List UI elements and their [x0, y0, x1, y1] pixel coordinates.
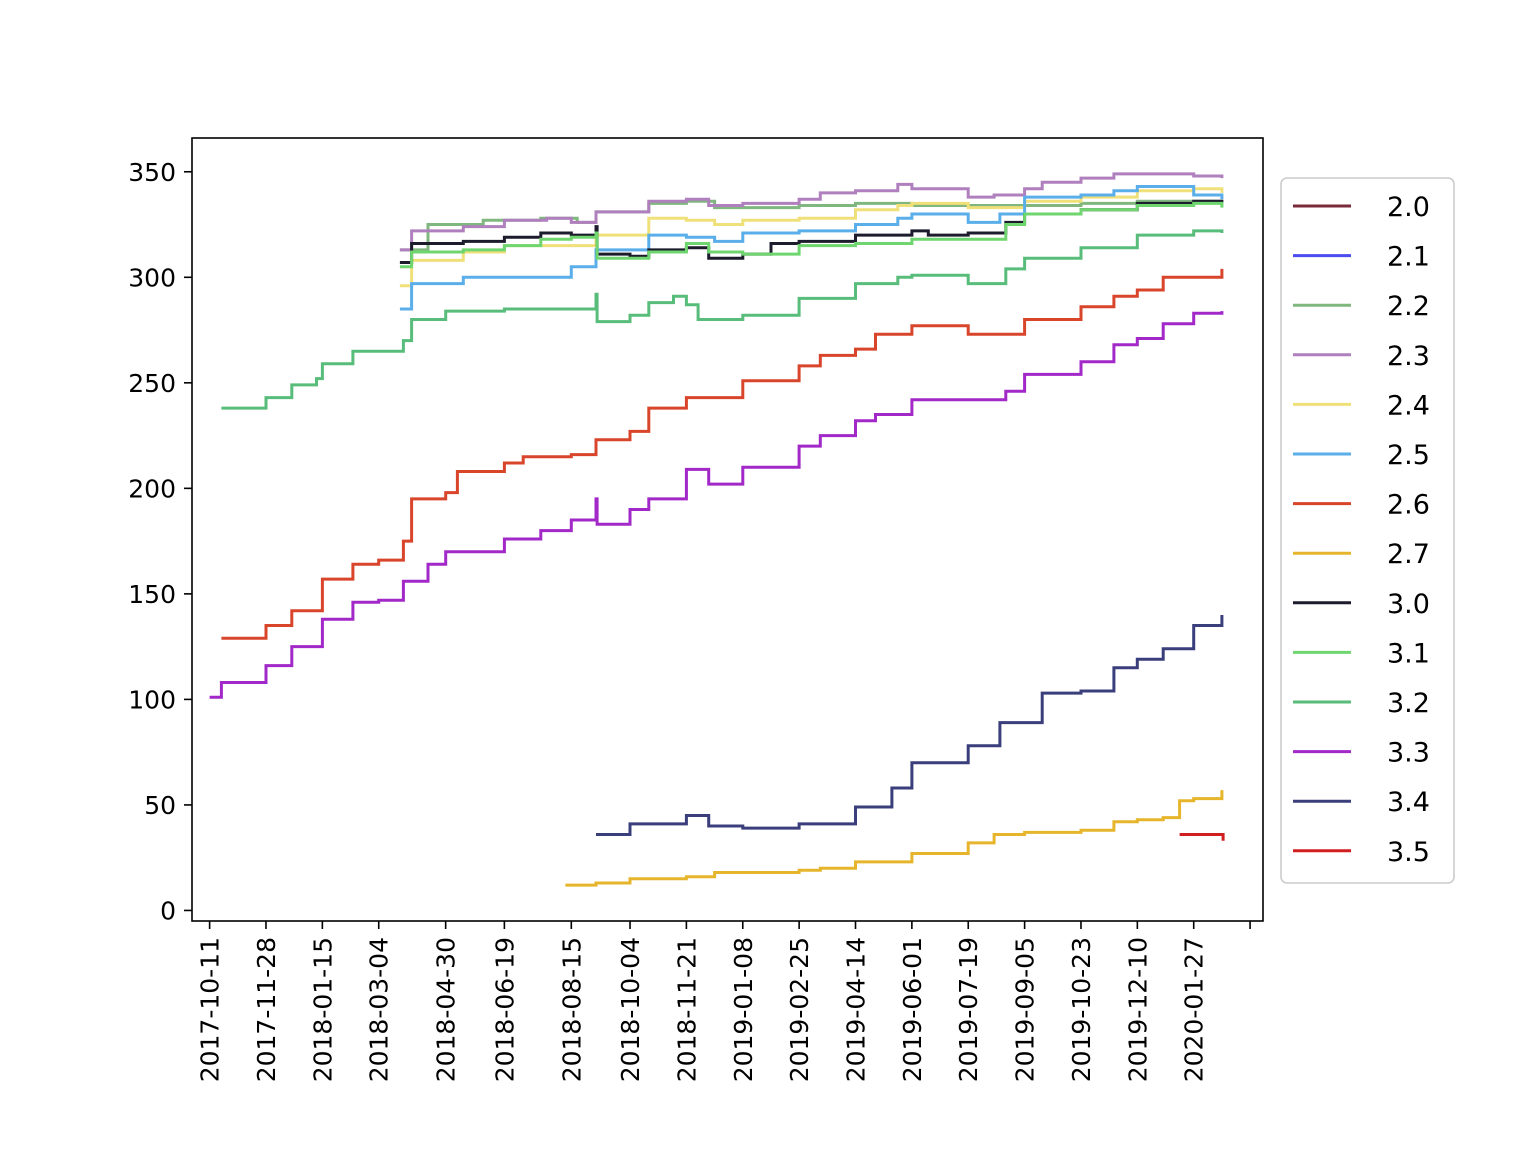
x-tick-label: 2018-04-30 [432, 937, 461, 1082]
legend-label: 2.0 [1387, 192, 1430, 223]
x-tick-label: 2019-04-14 [842, 937, 871, 1082]
plot-frame [191, 137, 1264, 922]
series-line-2-7 [565, 790, 1224, 887]
x-tick-label: 2019-01-08 [729, 937, 758, 1082]
legend-label: 2.4 [1387, 390, 1430, 421]
x-tick-label: 2018-10-04 [616, 937, 645, 1082]
x-tick-label: 2018-03-04 [365, 937, 394, 1082]
series-line-2-3 [399, 172, 1224, 252]
series-line-3-3 [209, 311, 1224, 699]
x-tick-label: 2019-09-05 [1011, 937, 1040, 1082]
series-line-3-1 [399, 201, 1224, 269]
legend-label: 3.2 [1387, 688, 1430, 719]
legend-label: 2.2 [1387, 291, 1430, 322]
y-tick-label: 250 [128, 369, 176, 398]
x-tick-label: 2018-08-15 [557, 937, 586, 1082]
series-line-3-5 [1179, 833, 1225, 841]
legend: 2.0 2.1 2.2 2.3 2.4 2.5 2.6 2.7 3.0 3.1 3.2 3.3 3.4 3… [1280, 177, 1455, 884]
x-tick-label: 2018-01-15 [308, 937, 337, 1082]
plot-area [209, 172, 1225, 887]
x-tick-label: 2020-01-27 [1180, 937, 1209, 1082]
legend-label: 3.3 [1387, 738, 1430, 769]
series-line-2-5 [399, 185, 1224, 311]
series-line-2-6 [221, 268, 1224, 640]
legend-label: 2.6 [1387, 490, 1430, 521]
x-tick-label: 2017-11-28 [252, 937, 281, 1082]
legend-label: 3.4 [1387, 787, 1430, 818]
y-tick-label: 0 [160, 896, 176, 925]
x-tick-label: 2019-06-01 [898, 937, 927, 1082]
x-tick-label: 2018-06-19 [490, 937, 519, 1082]
y-tick-label: 300 [128, 263, 176, 292]
y-tick-label: 200 [128, 474, 176, 503]
x-tick-label: 2017-10-11 [196, 937, 225, 1082]
legend-label: 2.5 [1387, 440, 1430, 471]
x-tick-label: 2019-12-10 [1123, 937, 1152, 1082]
legend-box [1280, 177, 1455, 884]
legend-label: 2.3 [1387, 341, 1430, 372]
x-tick-label: 2019-02-25 [785, 937, 814, 1082]
legend-label: 3.5 [1387, 837, 1430, 868]
y-tick-label: 350 [128, 158, 176, 187]
y-tick-label: 50 [144, 791, 176, 820]
series-line-3-2 [221, 229, 1224, 410]
x-tick-label: 2019-07-19 [954, 937, 983, 1082]
x-tick-label: 2018-11-21 [672, 937, 701, 1082]
y-tick-label: 100 [128, 685, 176, 714]
x-tick-label: 2019-10-23 [1067, 937, 1096, 1082]
series-line-3-4 [596, 615, 1224, 836]
legend-label: 3.1 [1387, 638, 1430, 669]
y-tick-label: 150 [128, 580, 176, 609]
legend-label: 3.0 [1387, 589, 1430, 620]
legend-label: 2.7 [1387, 539, 1430, 570]
legend-label: 2.1 [1387, 242, 1430, 273]
axes: 0 50 100 150 200 250 300 350 2017-10-11 2017-11-2… [128, 137, 1264, 1082]
